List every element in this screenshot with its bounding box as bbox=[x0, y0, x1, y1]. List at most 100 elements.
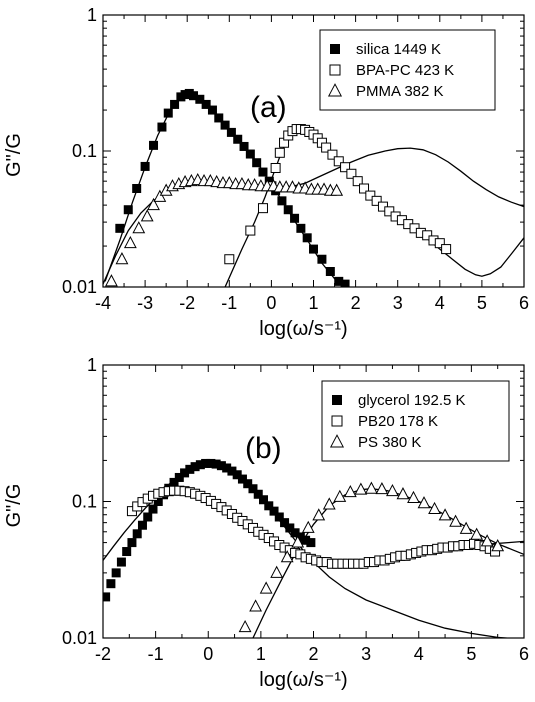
data-point bbox=[438, 508, 452, 521]
data-point bbox=[280, 518, 290, 528]
x-tick-label: 0 bbox=[203, 644, 213, 664]
data-point bbox=[248, 484, 258, 494]
y-tick-label: 0.1 bbox=[72, 141, 97, 161]
data-point bbox=[189, 91, 199, 101]
legend-label: glycerol 192.5 K bbox=[358, 392, 466, 409]
legend-marker bbox=[329, 434, 345, 448]
data-point bbox=[270, 162, 281, 173]
data-point bbox=[264, 176, 274, 186]
data-point bbox=[274, 147, 285, 158]
data-point bbox=[115, 252, 129, 265]
data-point bbox=[201, 99, 211, 109]
series-1 bbox=[103, 458, 316, 602]
data-point bbox=[330, 183, 344, 196]
data-point bbox=[149, 140, 159, 150]
series-2 bbox=[224, 124, 452, 265]
data-point bbox=[174, 472, 184, 482]
data-point bbox=[140, 161, 150, 171]
data-point bbox=[259, 581, 273, 594]
data-point bbox=[449, 514, 462, 527]
data-point bbox=[317, 254, 327, 264]
legend-box bbox=[319, 29, 496, 111]
data-point bbox=[354, 482, 368, 495]
x-tick-label: 0 bbox=[266, 293, 276, 313]
panel-b: -2 -1 0 1 2 3 4 5 6 0.01 0.1 1 log(ω/s⁻¹) G"/G (b) glyc… bbox=[3, 355, 529, 691]
data-point bbox=[123, 205, 133, 215]
data-point bbox=[143, 512, 153, 522]
data-point bbox=[195, 460, 205, 470]
data-point bbox=[312, 508, 326, 521]
data-point bbox=[270, 565, 284, 578]
data-point bbox=[321, 142, 332, 153]
legend-label: PMMA 382 K bbox=[356, 83, 444, 100]
legend-label: PB20 178 K bbox=[358, 413, 438, 430]
data-point bbox=[422, 230, 433, 241]
data-point bbox=[157, 122, 167, 132]
data-point bbox=[306, 538, 316, 548]
data-point bbox=[148, 504, 158, 514]
data-point bbox=[301, 535, 311, 545]
data-point bbox=[333, 489, 347, 502]
data-point bbox=[115, 223, 125, 233]
data-point bbox=[147, 197, 160, 211]
x-tick-label: 4 bbox=[435, 293, 445, 313]
legend-label: silica 1449 K bbox=[356, 41, 441, 58]
data-point bbox=[365, 190, 376, 201]
legend-label: BPA-PC 423 K bbox=[356, 62, 454, 79]
data-point bbox=[340, 162, 351, 173]
data-point bbox=[295, 532, 305, 542]
y-tick-label: 0.1 bbox=[72, 492, 97, 512]
data-point bbox=[309, 244, 318, 254]
data-point bbox=[259, 495, 269, 505]
x-tick-label: -2 bbox=[95, 644, 111, 664]
y-tick-label: 1 bbox=[87, 355, 97, 375]
data-point bbox=[132, 183, 142, 193]
data-point bbox=[222, 463, 232, 473]
data-point bbox=[290, 213, 300, 223]
x-tick-label: 1 bbox=[308, 293, 318, 313]
data-point bbox=[296, 223, 306, 233]
data-point bbox=[239, 141, 249, 151]
data-point bbox=[132, 529, 142, 539]
data-point bbox=[140, 209, 154, 222]
data-point bbox=[105, 274, 118, 287]
x-tick-label: -2 bbox=[179, 293, 195, 313]
legend: silica 1449 K BPA-PC 423 K PMMA 382 K bbox=[319, 29, 496, 111]
data-point bbox=[283, 205, 293, 215]
data-point bbox=[123, 235, 137, 249]
data-point bbox=[470, 527, 484, 540]
data-point bbox=[163, 108, 173, 118]
legend-marker bbox=[327, 83, 343, 97]
y-tick-label: 0.01 bbox=[62, 277, 97, 297]
data-point bbox=[277, 196, 287, 206]
data-point bbox=[201, 458, 211, 468]
x-tick-label: 6 bbox=[519, 644, 529, 664]
legend-marker bbox=[331, 415, 343, 427]
data-point bbox=[245, 225, 256, 236]
data-point bbox=[396, 487, 410, 500]
data-point bbox=[214, 113, 224, 123]
data-point bbox=[434, 238, 445, 249]
x-tick-label: -4 bbox=[95, 293, 111, 313]
fit-curve-3 bbox=[103, 147, 524, 285]
data-point bbox=[364, 481, 378, 494]
data-point bbox=[340, 279, 350, 287]
panel-label: (a) bbox=[250, 91, 287, 124]
data-point bbox=[384, 206, 395, 217]
data-point bbox=[441, 244, 452, 255]
x-tick-label: -1 bbox=[148, 644, 164, 664]
data-point bbox=[322, 497, 336, 510]
x-tick-label: 1 bbox=[256, 644, 266, 664]
data-point bbox=[334, 276, 344, 286]
series-3 bbox=[238, 481, 505, 633]
data-point bbox=[137, 520, 147, 530]
legend-marker bbox=[330, 44, 340, 54]
x-tick-label: 5 bbox=[466, 644, 476, 664]
data-point bbox=[269, 506, 279, 516]
data-point bbox=[170, 99, 180, 109]
data-point bbox=[206, 458, 216, 468]
data-point bbox=[111, 568, 121, 578]
x-tick-label: 3 bbox=[393, 293, 403, 313]
y-axis-label: G"/G bbox=[3, 484, 25, 528]
